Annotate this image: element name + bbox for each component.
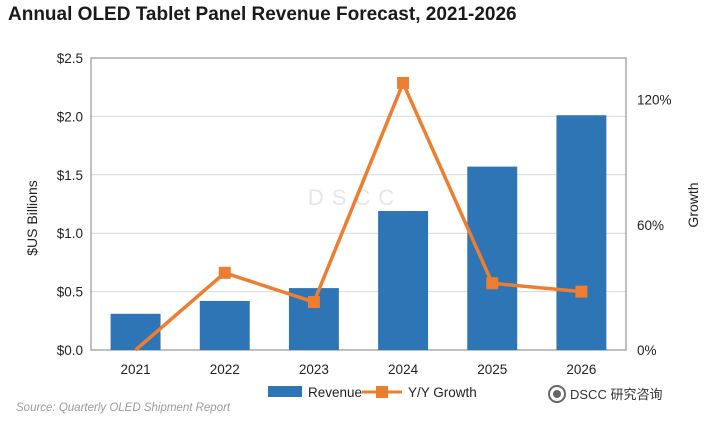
legend-marker-growth — [376, 386, 388, 398]
y2-tick-label: 120% — [637, 93, 672, 108]
y2-axis-ticks: 0% 60% 120% — [637, 93, 672, 358]
grid-lines — [90, 57, 627, 351]
y-tick-label: $1.0 — [57, 226, 83, 241]
legend-label-growth: Y/Y Growth — [408, 385, 477, 400]
source-note: Source: Quarterly OLED Shipment Report — [16, 402, 231, 414]
brand-label: DSCC 研究咨询 — [570, 387, 663, 402]
growth-line-path — [134, 78, 582, 352]
legend-label-revenue: Revenue — [308, 385, 362, 400]
y-axis-label: $US Billions — [24, 180, 40, 255]
chart-title: Annual OLED Tablet Panel Revenue Forecas… — [8, 4, 517, 25]
growth-marker — [575, 285, 588, 298]
x-tick-label: 2024 — [388, 362, 419, 377]
y2-axis-label: Growth — [685, 182, 701, 227]
y2-tick-label: 60% — [637, 218, 664, 233]
y-tick-label: $2.5 — [57, 51, 83, 66]
y-tick-label: $0.0 — [57, 343, 83, 358]
growth-marker — [218, 266, 231, 279]
watermark: DSCC — [308, 185, 402, 210]
wechat-icon — [548, 384, 566, 403]
y-tick-label: $1.5 — [57, 168, 83, 183]
growth-marker — [486, 277, 499, 290]
plot-frame — [90, 57, 627, 351]
revenue-bar — [110, 313, 161, 350]
growth-marker — [397, 77, 410, 90]
revenue-bar — [467, 166, 518, 350]
y-axis-ticks: $0.0 $0.5 $1.0 $1.5 $2.0 $2.5 — [57, 51, 83, 358]
revenue-bars — [110, 115, 607, 351]
growth-line — [134, 77, 588, 352]
x-tick-label: 2025 — [477, 362, 507, 377]
revenue-bar — [556, 115, 607, 351]
y2-tick-label: 0% — [637, 343, 657, 358]
x-axis-ticks: 2021 2022 2023 2024 2025 2026 — [121, 362, 597, 377]
x-tick-label: 2021 — [121, 362, 151, 377]
legend: Revenue Y/Y Growth — [268, 385, 477, 400]
x-tick-label: 2026 — [566, 362, 596, 377]
y-tick-label: $2.0 — [57, 109, 83, 124]
legend-swatch-revenue — [268, 386, 302, 397]
y-tick-label: $0.5 — [57, 285, 83, 300]
x-tick-label: 2022 — [210, 362, 240, 377]
revenue-bar — [378, 211, 429, 350]
brand-badge: DSCC 研究咨询 — [548, 384, 662, 403]
revenue-bar — [199, 300, 250, 350]
growth-marker — [307, 296, 320, 309]
x-tick-label: 2023 — [299, 362, 329, 377]
